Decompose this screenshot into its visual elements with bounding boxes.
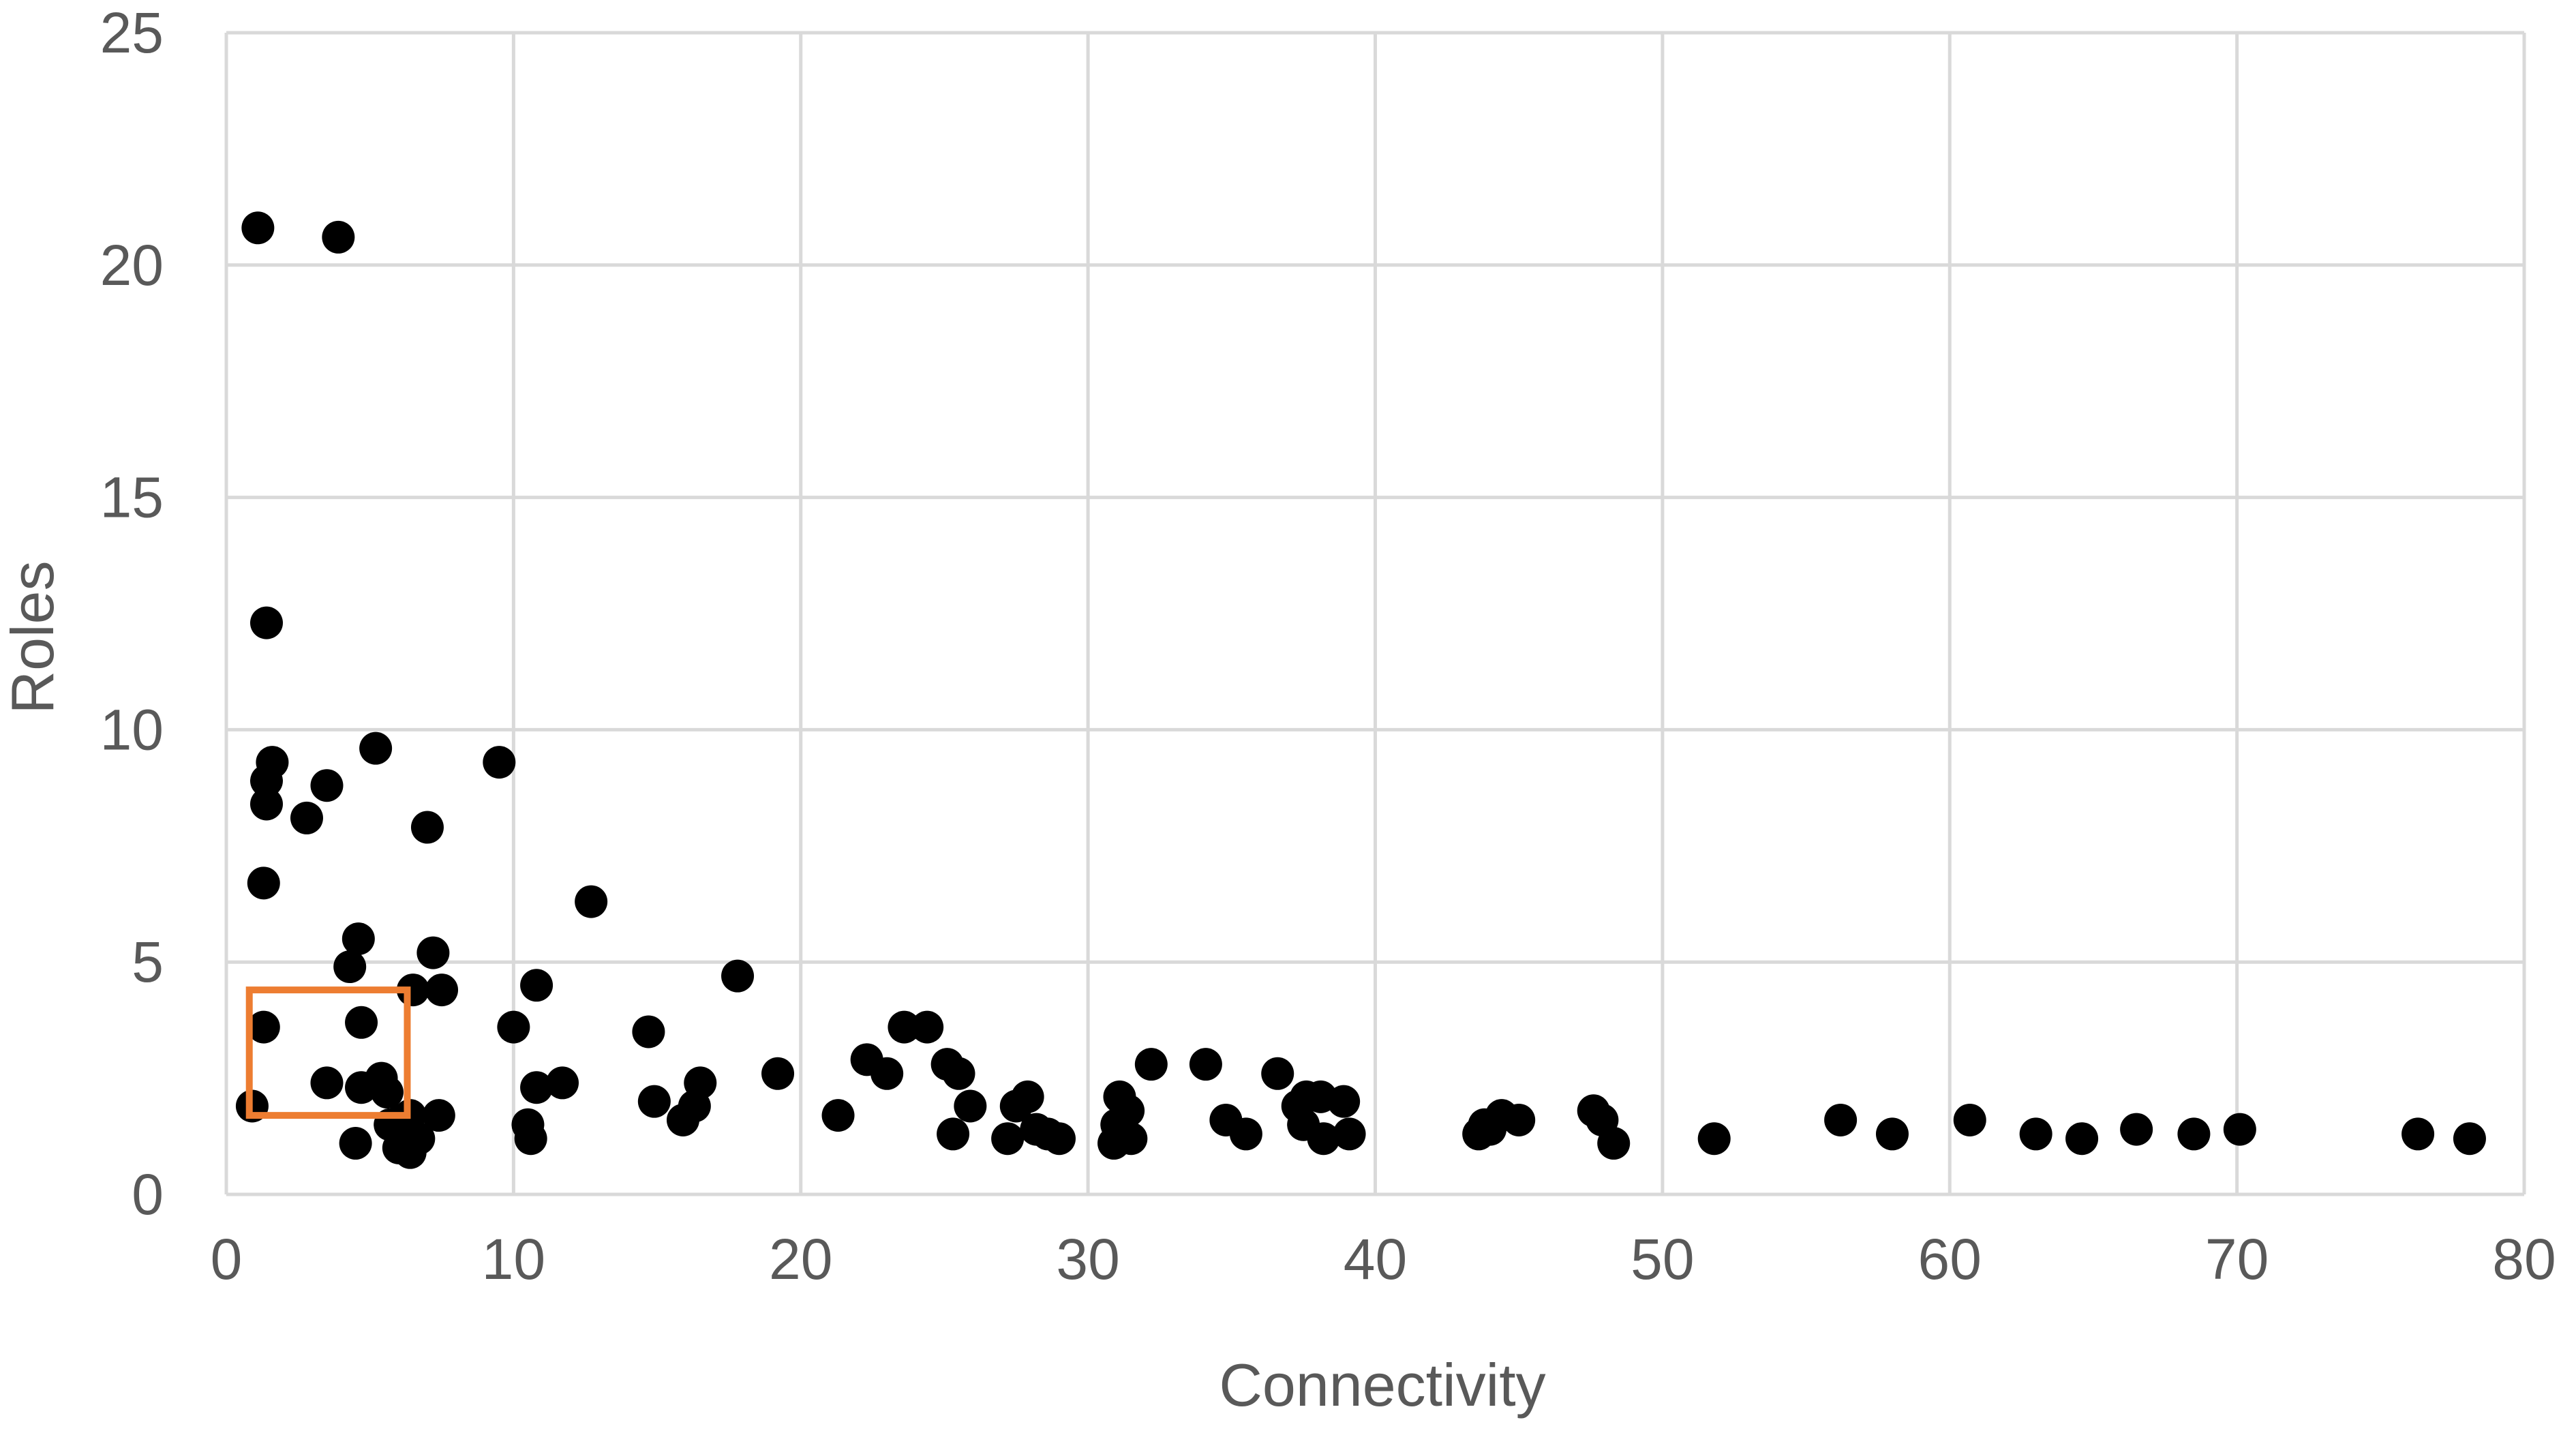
data-point (637, 1085, 671, 1118)
data-point (1502, 1103, 1536, 1136)
x-tick-label: 60 (1918, 1227, 1982, 1291)
data-point (632, 1015, 665, 1049)
data-point (2177, 1117, 2211, 1151)
data-point (1115, 1122, 1148, 1156)
data-point (342, 922, 375, 956)
y-tick-label: 25 (100, 1, 164, 65)
data-point (310, 769, 344, 802)
data-point (1333, 1117, 1366, 1151)
data-point (425, 974, 459, 1007)
data-point (339, 1127, 372, 1160)
data-point (2019, 1117, 2052, 1151)
data-point (249, 787, 283, 821)
data-point (1327, 1085, 1361, 1118)
data-point (870, 1057, 904, 1090)
highlight-region (245, 986, 411, 1119)
x-tick-label: 30 (1056, 1227, 1119, 1291)
data-point (721, 959, 755, 993)
data-point (410, 811, 444, 844)
data-point (1474, 1113, 1507, 1146)
x-tick-label: 70 (2205, 1227, 2269, 1291)
data-point (247, 866, 280, 900)
data-point (402, 1122, 436, 1156)
data-point (761, 1057, 795, 1090)
data-point (1597, 1127, 1631, 1160)
data-point (575, 885, 608, 918)
x-tick-label: 50 (1631, 1227, 1694, 1291)
y-tick-label: 20 (100, 233, 164, 297)
data-point (888, 1010, 921, 1044)
data-point (359, 731, 393, 765)
data-point (322, 220, 355, 254)
data-point (290, 801, 323, 834)
data-point (520, 969, 554, 1002)
data-point (1134, 1048, 1168, 1081)
data-points (235, 211, 2486, 1169)
data-point (2401, 1117, 2435, 1151)
data-point (546, 1066, 579, 1100)
data-point (370, 1076, 404, 1109)
data-point (1824, 1103, 1858, 1136)
data-point (345, 1006, 378, 1039)
data-point (333, 950, 367, 984)
data-point (2223, 1113, 2256, 1146)
data-point (416, 936, 450, 969)
data-point (249, 606, 283, 639)
y-tick-label: 15 (100, 466, 164, 530)
data-point (249, 764, 283, 798)
data-point (2453, 1122, 2486, 1156)
data-point (520, 1071, 554, 1104)
gridlines (224, 31, 2526, 1196)
data-point (1697, 1122, 1731, 1156)
data-point (954, 1089, 987, 1123)
data-point (1875, 1117, 1909, 1151)
data-point (1011, 1080, 1044, 1113)
data-point (514, 1122, 547, 1156)
x-tick-label: 40 (1344, 1227, 1407, 1291)
y-tick-label: 0 (132, 1162, 164, 1226)
y-tick-label: 10 (100, 697, 164, 761)
data-point (991, 1122, 1025, 1156)
x-tick-label: 20 (769, 1227, 832, 1291)
data-point (1042, 1122, 1076, 1156)
data-point (911, 1010, 944, 1044)
data-point (1307, 1122, 1340, 1156)
data-point (666, 1103, 699, 1136)
data-point (2065, 1122, 2099, 1156)
x-tick-label: 10 (482, 1227, 545, 1291)
tick-labels: 0 5 10 15 20 25 0 10 20 30 40 50 60 70 80 (100, 1, 2556, 1291)
data-point (1229, 1117, 1262, 1151)
data-point (247, 1010, 280, 1044)
data-point (1261, 1057, 1294, 1090)
data-point (497, 1010, 530, 1044)
data-point (310, 1066, 344, 1100)
data-point (821, 1099, 855, 1132)
data-point (422, 1099, 455, 1132)
data-point (483, 746, 516, 779)
data-point (1189, 1048, 1222, 1081)
y-axis-title: Roles (0, 561, 66, 714)
x-axis-title: Connectivity (1219, 1351, 1545, 1419)
x-tick-label: 80 (2492, 1227, 2556, 1291)
data-point (937, 1117, 970, 1151)
highlight-box (245, 986, 411, 1119)
y-tick-label: 5 (132, 930, 164, 994)
data-point (2120, 1113, 2153, 1146)
data-point (241, 211, 275, 245)
data-point (942, 1057, 975, 1090)
x-tick-label: 0 (211, 1227, 243, 1291)
data-point (1953, 1103, 1986, 1136)
